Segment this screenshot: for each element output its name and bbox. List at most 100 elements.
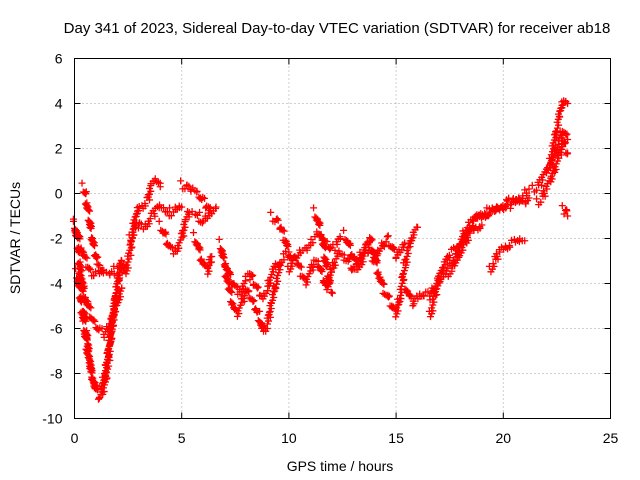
data-point <box>111 292 119 300</box>
data-point <box>273 215 281 223</box>
data-point <box>81 298 89 306</box>
series-trace-l <box>220 247 293 303</box>
series-trace-t <box>485 235 529 276</box>
data-point <box>330 258 338 266</box>
data-point <box>325 278 333 286</box>
data-point <box>69 215 77 223</box>
data-point <box>105 362 113 370</box>
series-trace-x <box>558 202 572 220</box>
data-point <box>521 237 529 245</box>
data-point <box>201 194 209 202</box>
data-point <box>225 270 233 278</box>
data-point <box>345 240 353 248</box>
data-point <box>78 179 86 187</box>
data-point <box>296 262 304 270</box>
data-point <box>177 177 185 185</box>
x-tick-label: 20 <box>496 430 512 446</box>
data-point <box>112 289 120 297</box>
data-point <box>528 181 536 189</box>
x-tick-label: 0 <box>71 430 79 446</box>
data-point <box>101 378 109 386</box>
data-point <box>161 229 169 237</box>
series-trace-o <box>310 204 336 297</box>
data-point <box>385 293 393 301</box>
data-point <box>82 190 90 198</box>
data-point <box>111 308 119 316</box>
data-point <box>113 295 121 303</box>
data-point <box>398 279 406 287</box>
data-point <box>220 253 228 261</box>
data-point <box>297 263 305 271</box>
data-point <box>81 316 89 324</box>
data-point <box>82 317 90 325</box>
data-point <box>445 251 453 259</box>
data-point <box>112 283 120 291</box>
data-point <box>318 268 326 276</box>
data-point <box>483 204 491 212</box>
data-point <box>109 314 117 322</box>
data-point <box>85 264 93 272</box>
data-point <box>346 241 354 249</box>
data-point <box>110 305 118 313</box>
data-point <box>195 245 203 253</box>
data-point <box>389 244 397 252</box>
data-point <box>373 269 381 277</box>
data-point <box>162 230 170 238</box>
data-point <box>382 238 390 246</box>
data-point <box>564 149 572 157</box>
series-trace-i <box>177 177 216 218</box>
data-point <box>533 186 541 194</box>
data-point <box>159 204 167 212</box>
data-point <box>87 364 95 371</box>
data-point <box>100 381 108 389</box>
data-point <box>489 260 497 268</box>
data-point <box>525 185 533 193</box>
data-point <box>106 356 114 364</box>
data-point <box>448 267 456 275</box>
data-point <box>340 226 348 234</box>
data-point <box>315 220 323 228</box>
data-point <box>247 271 255 278</box>
data-point <box>85 347 93 355</box>
data-point <box>86 207 94 215</box>
data-point <box>212 203 220 211</box>
y-tick-label: -10 <box>42 411 62 427</box>
series-trace-d <box>69 215 126 403</box>
data-point <box>563 207 571 215</box>
data-point <box>252 307 260 314</box>
data-point <box>84 346 92 354</box>
data-point <box>244 288 252 296</box>
data-point <box>292 254 300 262</box>
y-tick-label: -8 <box>50 366 63 382</box>
data-point <box>383 233 391 241</box>
data-point <box>399 270 407 278</box>
data-point <box>254 283 262 291</box>
data-point <box>373 259 381 267</box>
data-point <box>380 280 388 288</box>
data-point <box>96 261 104 269</box>
data-point <box>464 224 472 232</box>
data-point <box>110 311 118 319</box>
data-point <box>352 255 360 263</box>
data-point <box>111 302 119 310</box>
data-point <box>249 298 257 305</box>
data-point <box>493 253 501 260</box>
series-trace-j <box>190 229 216 278</box>
data-point <box>523 189 531 197</box>
data-point <box>105 350 113 358</box>
data-point <box>309 239 317 247</box>
data-point <box>424 288 432 296</box>
series-trace-m <box>267 208 344 267</box>
data-point <box>94 253 102 261</box>
data-point <box>108 334 116 342</box>
data-point <box>328 289 336 296</box>
data-point <box>163 208 171 216</box>
y-tick-label: -6 <box>50 321 63 337</box>
data-points-layer <box>69 97 572 403</box>
data-point <box>91 317 99 325</box>
x-tick-label: 5 <box>178 430 186 446</box>
data-point <box>228 288 236 296</box>
series-trace-e <box>78 179 106 275</box>
data-point <box>283 241 291 249</box>
